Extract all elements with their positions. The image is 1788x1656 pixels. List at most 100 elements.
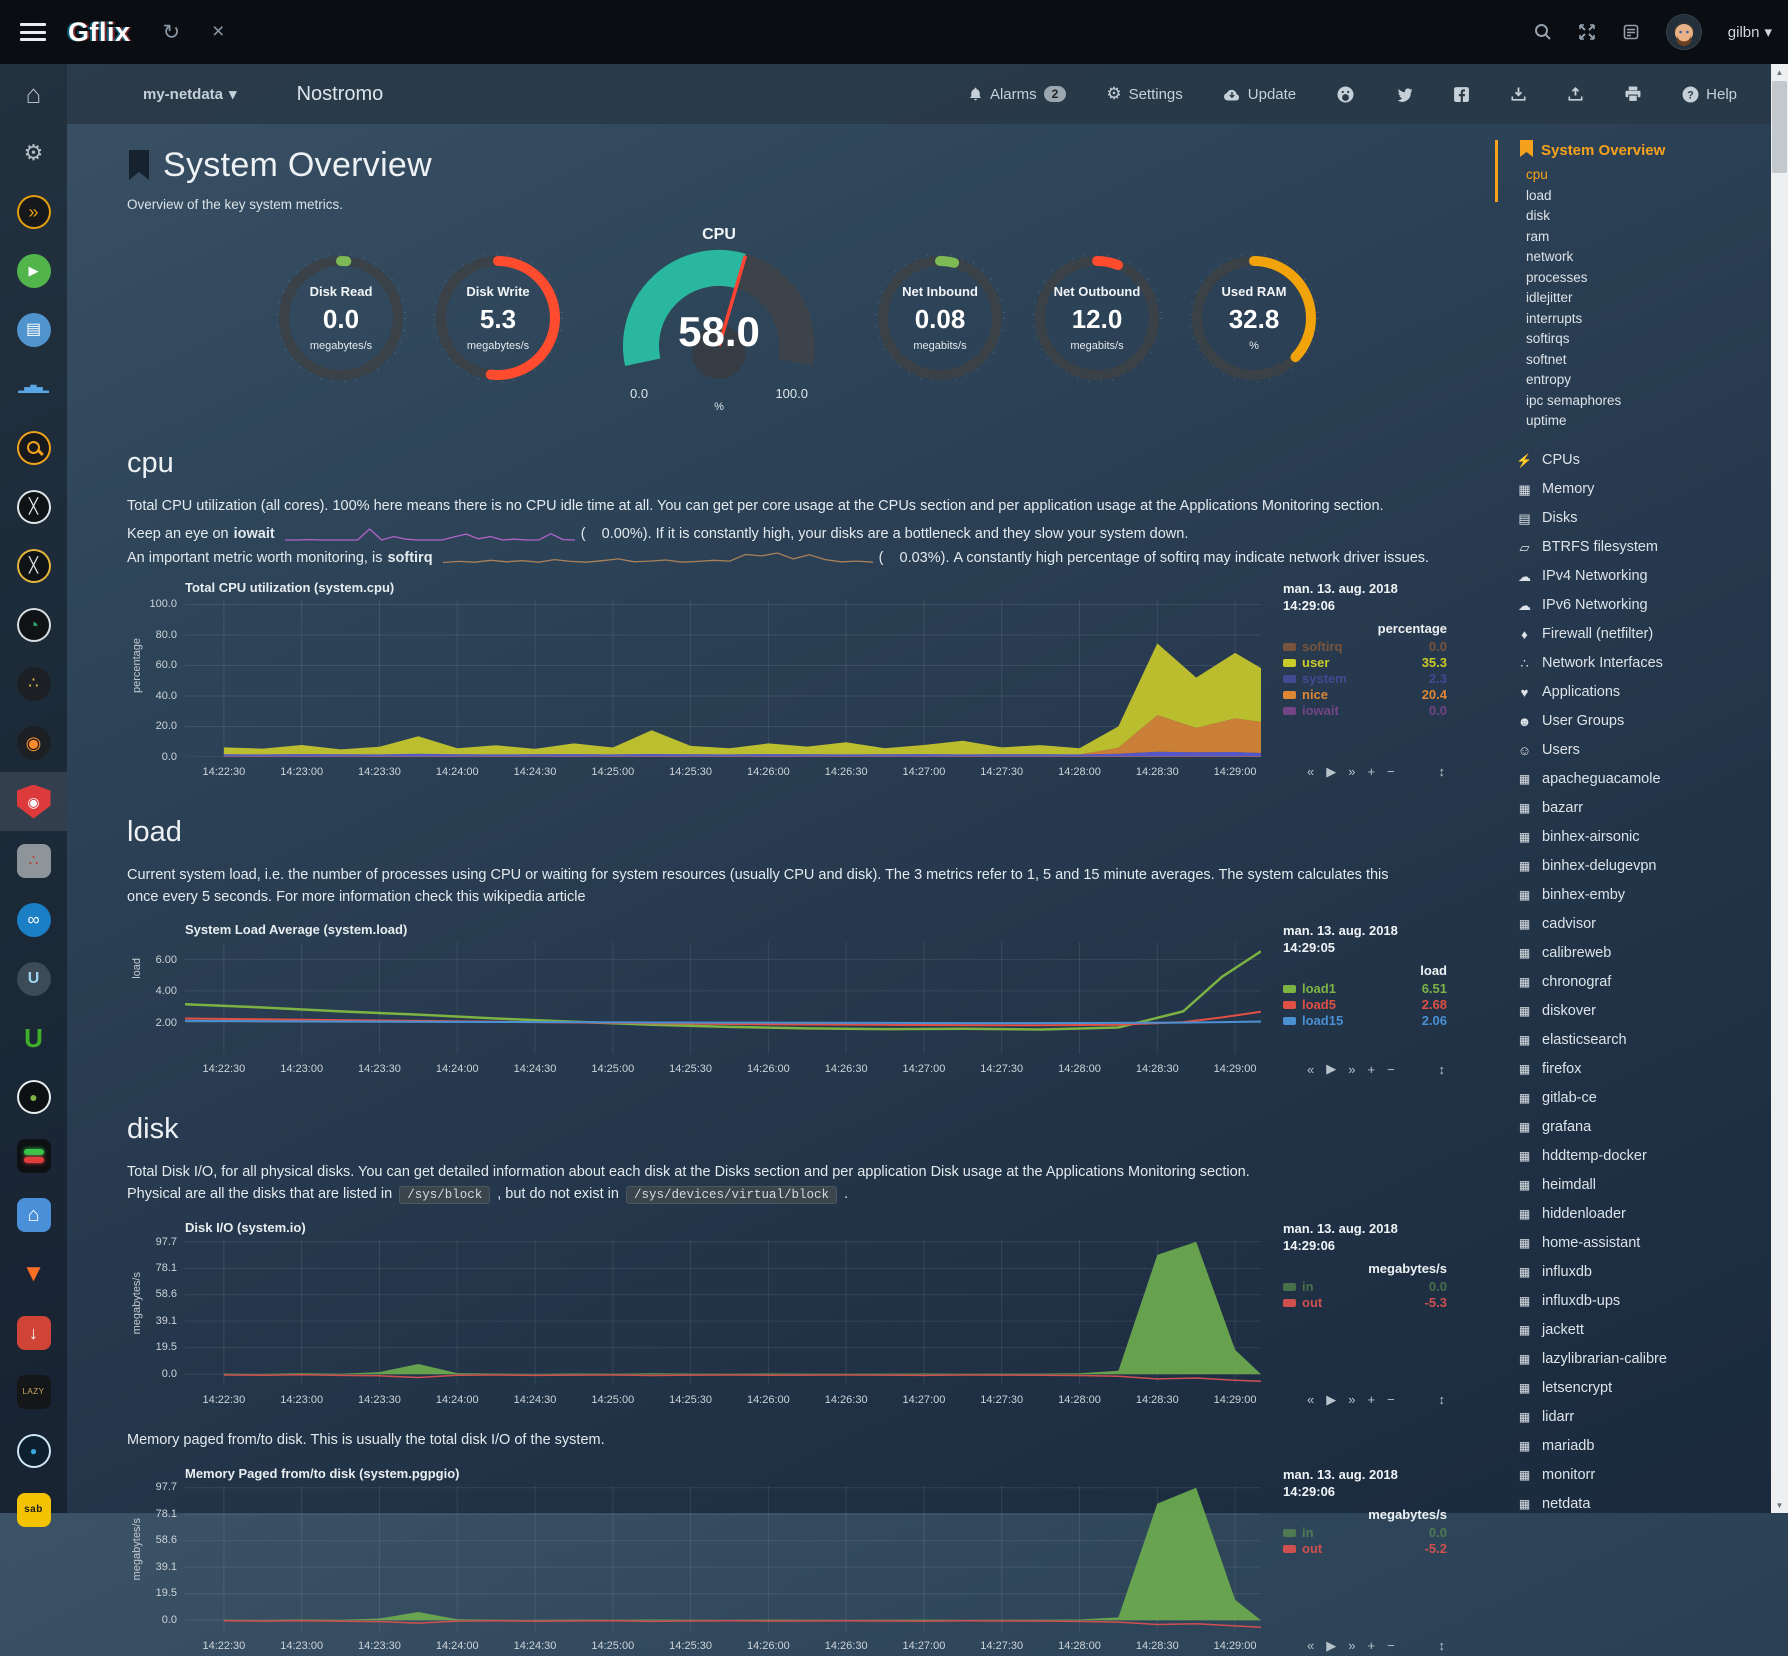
legend-item-in[interactable]: in 0.0: [1283, 1279, 1447, 1295]
sidebar-item-ipv6-networking[interactable]: ☁ IPv6 Networking: [1490, 591, 1770, 620]
zoom-out-button[interactable]: −: [1387, 1638, 1395, 1653]
rail-item-gitlab[interactable]: ▼: [0, 1244, 67, 1303]
rail-item-node-graph[interactable]: ∴: [0, 654, 67, 713]
user-menu[interactable]: gilbn ▾: [1728, 23, 1772, 42]
sidebar-item-users[interactable]: ☺ Users: [1490, 736, 1770, 765]
pan-back-button[interactable]: «: [1307, 764, 1315, 780]
refresh-icon[interactable]: ↻: [162, 20, 181, 44]
rail-item-emby[interactable]: ▶: [0, 241, 67, 300]
zoom-in-button[interactable]: +: [1367, 1061, 1376, 1077]
zoom-in-button[interactable]: +: [1367, 764, 1376, 780]
load-snapshot-icon[interactable]: [1567, 86, 1584, 102]
alarms-button[interactable]: Alarms 2: [968, 86, 1067, 103]
resize-handle-icon[interactable]: ↕: [1438, 1392, 1446, 1408]
rail-item-sabnzbd[interactable]: sab: [0, 1480, 67, 1539]
sidebar-item-cpus[interactable]: ⚡ CPUs: [1490, 446, 1770, 475]
scrollbar[interactable]: ▲ ▼: [1771, 64, 1788, 1513]
rail-item-jackett-search[interactable]: [0, 418, 67, 477]
rail-item-settings-gear[interactable]: ⚙: [0, 123, 67, 182]
sidebar-item-jackett[interactable]: ▦ jackett: [1490, 1316, 1770, 1345]
update-button[interactable]: Update: [1223, 86, 1296, 103]
sidebar-item-home-assistant[interactable]: ▦ home-assistant: [1490, 1229, 1770, 1258]
pan-back-button[interactable]: «: [1307, 1392, 1315, 1408]
sidebar-item-system-overview[interactable]: System Overview: [1490, 124, 1770, 165]
sidebar-item-apacheguacamole[interactable]: ▦ apacheguacamole: [1490, 765, 1770, 794]
rail-item-airsonic-waveform[interactable]: ▂▅▇▅▂: [0, 359, 67, 418]
rail-item-magnet-app[interactable]: U: [0, 1008, 67, 1067]
sidebar-item-gitlab-ce[interactable]: ▦ gitlab-ce: [1490, 1084, 1770, 1113]
search-icon[interactable]: [1534, 23, 1552, 41]
zoom-in-button[interactable]: +: [1367, 1638, 1376, 1653]
sidebar-item-firefox[interactable]: ▦ firefox: [1490, 1055, 1770, 1084]
help-button[interactable]: ? Help: [1682, 86, 1737, 103]
legend-item-softirq[interactable]: softirq 0.0: [1283, 639, 1447, 655]
gauge-disk-read[interactable]: Disk Read 0.0 megabytes/s: [275, 252, 407, 384]
avatar[interactable]: [1665, 14, 1702, 50]
legend-item-nice[interactable]: nice 20.4: [1283, 687, 1447, 703]
sidebar-item-binhex-emby[interactable]: ▦ binhex-emby: [1490, 881, 1770, 910]
sidebar-item-diskover[interactable]: ▦ diskover: [1490, 997, 1770, 1026]
play-button[interactable]: ▶: [1326, 763, 1337, 779]
pan-forward-button[interactable]: »: [1348, 764, 1356, 780]
gauge-disk-write[interactable]: Disk Write 5.3 megabytes/s: [432, 252, 564, 384]
sidebar-item-binhex-airsonic[interactable]: ▦ binhex-airsonic: [1490, 823, 1770, 852]
sidebar-item-netdata[interactable]: ▦ netdata: [1490, 1490, 1770, 1519]
rail-item-tautulli[interactable]: ●: [0, 1067, 67, 1126]
sidebar-item-idlejitter[interactable]: idlejitter: [1526, 290, 1573, 305]
scroll-down-arrow[interactable]: ▼: [1775, 1500, 1784, 1510]
sidebar-item-network[interactable]: network: [1526, 249, 1574, 264]
rail-item-downloader[interactable]: ↓: [0, 1303, 67, 1362]
hamburger-menu-icon[interactable]: [20, 23, 46, 41]
chart-system.cpu[interactable]: Total CPU utilization (system.cpu) percen…: [127, 580, 1467, 782]
sidebar-item-bazarr[interactable]: ▦ bazarr: [1490, 794, 1770, 823]
sidebar-item-lazylibrarian-calibre[interactable]: ▦ lazylibrarian-calibre: [1490, 1345, 1770, 1374]
sidebar-item-ram[interactable]: ram: [1526, 228, 1550, 244]
rail-item-lazylibrarian[interactable]: LAZY: [0, 1362, 67, 1421]
sidebar-item-processes[interactable]: processes: [1526, 269, 1588, 285]
sidebar-item-binhex-delugevpn[interactable]: ▦ binhex-delugevpn: [1490, 852, 1770, 881]
save-snapshot-icon[interactable]: [1510, 86, 1527, 102]
pan-forward-button[interactable]: »: [1348, 1638, 1356, 1653]
resize-handle-icon[interactable]: ↕: [1438, 764, 1446, 780]
play-button[interactable]: ▶: [1326, 1061, 1337, 1077]
pan-back-button[interactable]: «: [1307, 1638, 1315, 1653]
sidebar-item-network-interfaces[interactable]: ∴ Network Interfaces: [1490, 649, 1770, 678]
sidebar-item-grafana[interactable]: ▦ grafana: [1490, 1113, 1770, 1142]
rail-item-grafana[interactable]: ◉: [0, 713, 67, 772]
sidebar-item-softirqs[interactable]: softirqs: [1526, 331, 1570, 346]
chart-plot-area[interactable]: [185, 1239, 1262, 1390]
legend-item-load15[interactable]: load15 2.06: [1283, 1013, 1447, 1029]
sidebar-item-load[interactable]: load: [1526, 187, 1552, 203]
sidebar-item-memory[interactable]: ▦ Memory: [1490, 475, 1770, 504]
twitter-icon[interactable]: [1395, 87, 1413, 102]
gauge-net-inbound[interactable]: Net Inbound 0.08 megabits/s: [874, 252, 1006, 384]
legend-item-load1[interactable]: load1 6.51: [1283, 981, 1447, 997]
pan-forward-button[interactable]: »: [1348, 1392, 1356, 1408]
zoom-out-button[interactable]: −: [1387, 1392, 1395, 1408]
sidebar-item-uptime[interactable]: uptime: [1526, 413, 1567, 428]
sidebar-item-interrupts[interactable]: interrupts: [1526, 310, 1583, 326]
rail-item-home[interactable]: ⌂: [0, 64, 67, 123]
sidebar-item-cpu[interactable]: cpu: [1526, 167, 1548, 182]
sidebar-item-entropy[interactable]: entropy: [1526, 372, 1572, 387]
rail-item-resilio-sync[interactable]: ∴: [0, 831, 67, 890]
legend-item-out[interactable]: out -5.2: [1283, 1541, 1447, 1557]
sidebar-item-heimdall[interactable]: ▦ heimdall: [1490, 1171, 1770, 1200]
legend-item-out[interactable]: out -5.3: [1283, 1295, 1447, 1311]
chart-system.io[interactable]: Disk I/O (system.io) megabytes/s 97.7 78.1 5…: [127, 1220, 1467, 1410]
close-icon[interactable]: ×: [212, 20, 225, 43]
play-button[interactable]: ▶: [1326, 1391, 1337, 1407]
sidebar-item-hddtemp-docker[interactable]: ▦ hddtemp-docker: [1490, 1142, 1770, 1171]
sidebar-item-monitorr[interactable]: ▦ monitorr: [1490, 1461, 1770, 1490]
pan-forward-button[interactable]: »: [1348, 1061, 1356, 1077]
rail-item-media-library[interactable]: ▤: [0, 300, 67, 359]
sidebar-item-hiddenloader[interactable]: ▦ hiddenloader: [1490, 1200, 1770, 1229]
sidebar-item-mariadb[interactable]: ▦ mariadb: [1490, 1432, 1770, 1461]
chart-system.load[interactable]: System Load Average (system.load) load 6.0…: [127, 922, 1467, 1079]
zoom-in-button[interactable]: +: [1367, 1392, 1376, 1408]
sidebar-item-btrfs[interactable]: ▱ BTRFS filesystem: [1490, 533, 1770, 562]
rail-item-home-assistant[interactable]: ⌂: [0, 1185, 67, 1244]
rail-item-monitorr[interactable]: [0, 1126, 67, 1185]
sidebar-item-influxdb-ups[interactable]: ▦ influxdb-ups: [1490, 1287, 1770, 1316]
sidebar-item-calibreweb[interactable]: ▦ calibreweb: [1490, 939, 1770, 968]
